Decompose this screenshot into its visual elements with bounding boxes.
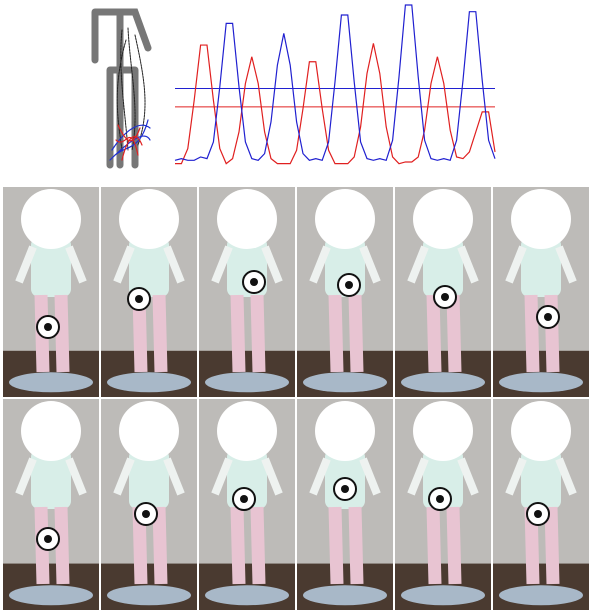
face-mask: [21, 189, 81, 249]
signal-line: [175, 43, 495, 163]
ball-patch: [44, 323, 52, 331]
ball-patch: [240, 495, 248, 503]
photo: [199, 187, 295, 397]
ball-patch: [142, 510, 150, 518]
face-mask: [119, 401, 179, 461]
ball-patch: [544, 313, 552, 321]
face-mask: [413, 189, 473, 249]
photo: [3, 187, 99, 397]
mat: [107, 585, 191, 605]
mat: [303, 372, 387, 392]
face-mask: [217, 401, 277, 461]
photo: [395, 399, 491, 610]
ball-patch: [534, 510, 542, 518]
mat: [9, 372, 93, 392]
ball-patch: [341, 485, 349, 493]
mat: [401, 585, 485, 605]
ball-patch: [135, 295, 143, 303]
ball-patch: [250, 278, 258, 286]
ball-patch: [441, 293, 449, 301]
ball-patch: [44, 535, 52, 543]
photo: [493, 399, 589, 610]
mat: [205, 372, 289, 392]
photo: [297, 399, 393, 610]
face-mask: [217, 189, 277, 249]
mat: [107, 372, 191, 392]
mat: [401, 372, 485, 392]
photo: [297, 187, 393, 397]
mat: [205, 585, 289, 605]
face-mask: [315, 401, 375, 461]
signal-line: [175, 5, 495, 160]
photo: [101, 399, 197, 610]
face-mask: [119, 189, 179, 249]
ball-patch: [345, 281, 353, 289]
ball-patch: [436, 495, 444, 503]
photo: [101, 187, 197, 397]
mat: [499, 585, 583, 605]
signal-plot: [175, 5, 495, 164]
face-mask: [511, 401, 571, 461]
face-mask: [21, 401, 81, 461]
figure: [0, 0, 590, 612]
face-mask: [511, 189, 571, 249]
mat: [303, 585, 387, 605]
photo-grid: [3, 187, 589, 610]
photo: [199, 399, 295, 610]
photo: [493, 187, 589, 397]
stick-figure: [95, 12, 150, 165]
mat: [9, 585, 93, 605]
photo: [3, 399, 99, 610]
photo: [395, 187, 491, 397]
face-mask: [315, 189, 375, 249]
mat: [499, 372, 583, 392]
face-mask: [413, 401, 473, 461]
